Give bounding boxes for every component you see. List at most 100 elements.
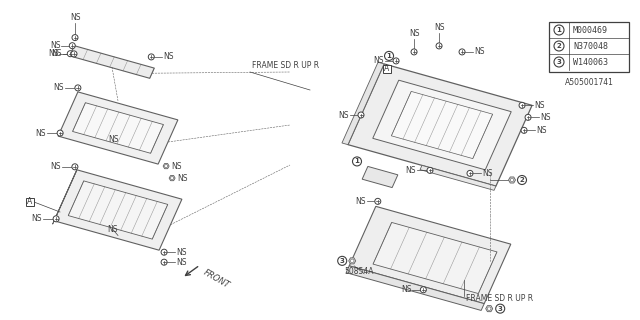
Text: NS: NS xyxy=(474,47,484,56)
Polygon shape xyxy=(169,175,175,181)
Circle shape xyxy=(338,256,347,265)
Circle shape xyxy=(525,114,531,120)
Circle shape xyxy=(459,49,465,55)
Polygon shape xyxy=(342,62,384,145)
Circle shape xyxy=(519,102,525,108)
Text: N370048: N370048 xyxy=(573,42,608,51)
Circle shape xyxy=(71,51,77,57)
Text: NS: NS xyxy=(540,113,550,122)
Text: NS: NS xyxy=(70,12,80,22)
Polygon shape xyxy=(68,181,168,239)
Circle shape xyxy=(375,198,381,204)
Text: 3: 3 xyxy=(498,306,502,312)
Circle shape xyxy=(554,25,564,35)
Text: 1: 1 xyxy=(387,53,392,59)
Polygon shape xyxy=(362,166,398,188)
Circle shape xyxy=(554,57,564,67)
Text: FRONT: FRONT xyxy=(202,268,232,290)
Polygon shape xyxy=(486,306,493,312)
Circle shape xyxy=(75,85,81,91)
Text: 3: 3 xyxy=(340,258,344,264)
Text: NS: NS xyxy=(374,56,384,65)
Circle shape xyxy=(161,249,167,255)
Circle shape xyxy=(69,43,76,49)
Polygon shape xyxy=(372,80,511,170)
Circle shape xyxy=(353,157,362,166)
Text: NS: NS xyxy=(536,126,547,135)
Polygon shape xyxy=(58,92,178,164)
Text: NS: NS xyxy=(434,23,444,32)
Circle shape xyxy=(496,304,505,313)
Text: NS: NS xyxy=(50,41,60,50)
Text: NS: NS xyxy=(177,173,188,183)
Circle shape xyxy=(554,41,564,51)
Polygon shape xyxy=(420,165,496,190)
Text: NS: NS xyxy=(534,101,545,110)
Polygon shape xyxy=(349,206,511,304)
Circle shape xyxy=(420,287,426,293)
Text: NS: NS xyxy=(171,162,182,171)
Polygon shape xyxy=(163,164,169,169)
Circle shape xyxy=(161,259,167,265)
Text: NS: NS xyxy=(53,84,64,92)
Bar xyxy=(549,22,629,72)
Circle shape xyxy=(148,54,154,60)
Circle shape xyxy=(351,259,354,263)
Circle shape xyxy=(385,52,394,60)
Circle shape xyxy=(72,35,78,41)
Text: NS: NS xyxy=(31,214,42,223)
Text: FRAME SD R UP R: FRAME SD R UP R xyxy=(465,293,532,302)
Circle shape xyxy=(411,49,417,55)
Polygon shape xyxy=(346,266,484,310)
Text: M000469: M000469 xyxy=(573,26,608,35)
Text: NS: NS xyxy=(176,258,187,267)
Text: 2: 2 xyxy=(557,43,561,49)
Text: A: A xyxy=(28,197,33,206)
Bar xyxy=(26,198,34,206)
Text: NS: NS xyxy=(409,29,419,38)
Bar xyxy=(383,65,391,73)
Circle shape xyxy=(67,51,74,57)
Circle shape xyxy=(358,112,364,118)
Circle shape xyxy=(488,307,491,310)
Circle shape xyxy=(53,216,59,222)
Circle shape xyxy=(164,164,168,168)
Text: 2: 2 xyxy=(520,177,524,183)
Text: NS: NS xyxy=(339,110,349,119)
Polygon shape xyxy=(72,103,163,153)
Circle shape xyxy=(436,43,442,49)
Text: NS: NS xyxy=(51,162,61,171)
Text: A505001741: A505001741 xyxy=(564,77,613,86)
Text: NS: NS xyxy=(406,166,416,175)
Polygon shape xyxy=(54,170,182,250)
Text: NS: NS xyxy=(176,248,187,257)
Text: FRAME SD R UP R: FRAME SD R UP R xyxy=(252,61,319,70)
Circle shape xyxy=(393,58,399,64)
Text: NS: NS xyxy=(163,52,174,61)
Text: NS: NS xyxy=(36,129,46,138)
Text: A: A xyxy=(385,64,390,73)
Text: NS: NS xyxy=(482,169,493,178)
Text: NS: NS xyxy=(48,49,58,58)
Text: 1: 1 xyxy=(557,27,561,33)
Polygon shape xyxy=(348,64,532,186)
Polygon shape xyxy=(392,92,493,159)
Text: NS: NS xyxy=(108,135,118,144)
Text: 1: 1 xyxy=(355,158,360,164)
Circle shape xyxy=(72,164,78,170)
Polygon shape xyxy=(349,258,356,264)
Polygon shape xyxy=(52,170,77,224)
Polygon shape xyxy=(373,222,497,293)
Circle shape xyxy=(427,167,433,173)
Text: W140063: W140063 xyxy=(573,58,608,67)
Text: NS: NS xyxy=(355,197,366,206)
Circle shape xyxy=(57,130,63,136)
Circle shape xyxy=(467,170,473,176)
Text: NS: NS xyxy=(401,285,412,294)
Text: NS: NS xyxy=(107,225,118,234)
Polygon shape xyxy=(509,177,515,183)
Text: NS: NS xyxy=(51,49,62,59)
Polygon shape xyxy=(70,46,154,78)
Circle shape xyxy=(171,177,173,180)
Text: 3: 3 xyxy=(557,59,561,65)
